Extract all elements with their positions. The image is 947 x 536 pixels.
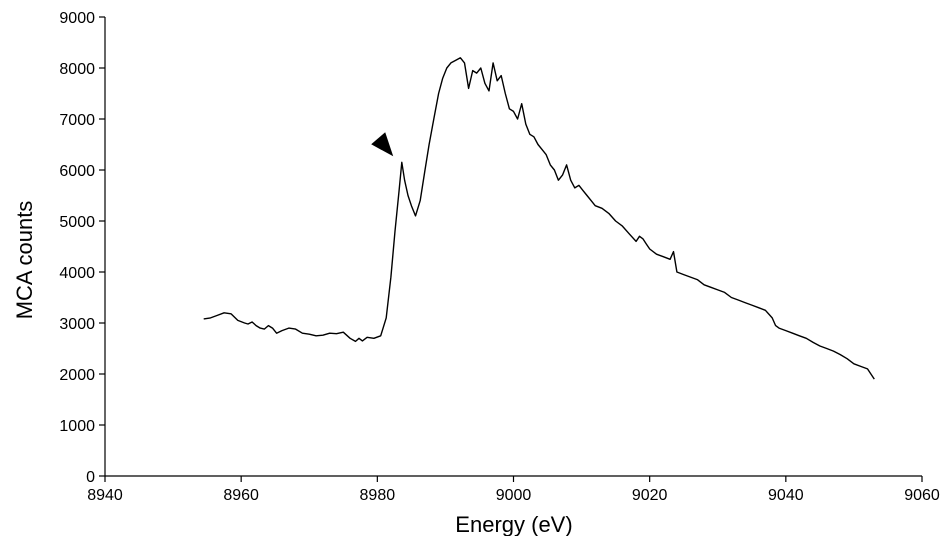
y-axis-title: MCA counts (12, 201, 37, 320)
y-tick-label: 2000 (59, 367, 95, 384)
y-tick-label: 7000 (59, 112, 95, 129)
ticks: 0 1000 2000 3000 4000 5000 6000 7000 8000 9000 894… (59, 10, 939, 504)
y-tick-label: 0 (86, 469, 95, 486)
y-tick-label: 1000 (59, 418, 95, 435)
x-axis-title: Energy (eV) (455, 512, 572, 536)
x-tick-label: 9040 (768, 487, 804, 504)
y-tick-label: 6000 (59, 163, 95, 180)
y-tick-label: 5000 (59, 214, 95, 231)
y-tick-label: 3000 (59, 316, 95, 333)
series-line (203, 57, 875, 380)
arrowhead-marker (371, 132, 394, 157)
series-layer (203, 57, 875, 380)
y-tick-label: 8000 (59, 61, 95, 78)
x-tick-label: 9060 (904, 487, 940, 504)
x-tick-label: 9020 (632, 487, 668, 504)
x-tick-label: 9000 (496, 487, 532, 504)
axes (104, 17, 922, 477)
y-tick-label: 9000 (59, 10, 95, 27)
x-tick-label: 8940 (87, 487, 123, 504)
x-tick-label: 8980 (360, 487, 396, 504)
x-tick-label: 8960 (223, 487, 259, 504)
annotation-layer (371, 132, 394, 157)
y-tick-label: 4000 (59, 265, 95, 282)
